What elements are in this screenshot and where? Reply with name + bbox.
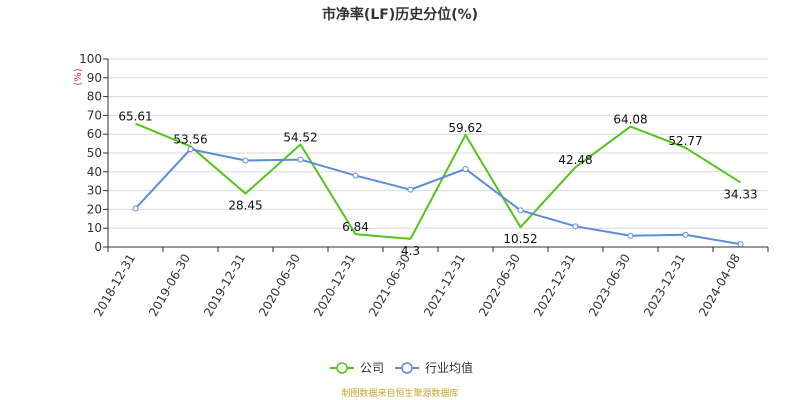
data-labels: 65.61 53.56 28.45 54.52 6.84 4.3 59.62 10.52 42.…: [118, 110, 757, 258]
series-point: [737, 241, 744, 248]
series-point: [682, 231, 689, 238]
x-tick-labels: 2018-12-31 2019-06-30 2019-12-31 2020-06-30…: [91, 252, 743, 319]
series-line-1: [134, 148, 741, 246]
data-label: 65.61: [118, 110, 152, 124]
legend-marker: [401, 362, 413, 374]
x-tick-label: 2021-12-31: [421, 252, 468, 319]
series-group: [132, 122, 744, 248]
legend-label: 公司: [360, 361, 384, 375]
x-tick-label: 2023-12-31: [641, 252, 688, 319]
legend-marker: [336, 362, 348, 374]
y-tick-label: 10: [87, 221, 102, 235]
data-label: 28.45: [228, 199, 262, 213]
x-tick-label: 2022-12-31: [531, 252, 578, 319]
y-tick-label: 50: [87, 146, 102, 160]
x-tick-label: 2019-12-31: [201, 252, 248, 319]
data-label: 6.84: [342, 220, 369, 234]
legend-item-0[interactable]: 公司: [330, 361, 384, 375]
axes: [103, 58, 769, 252]
x-tick-label: 2022-06-30: [476, 252, 523, 319]
series-point: [517, 207, 524, 214]
series-point: [187, 146, 194, 153]
data-label: 59.62: [448, 121, 482, 135]
x-tick-label: 2021-06-30: [366, 252, 413, 319]
y-tick-labels: 0 10 20 30 40 50 60 70 80 90 100: [79, 52, 102, 254]
data-label: 42.48: [558, 153, 592, 167]
grid-lines: [108, 58, 768, 229]
data-label: 64.08: [613, 113, 647, 127]
y-tick-label: 70: [87, 108, 102, 122]
y-tick-label: 80: [87, 90, 102, 104]
series-point: [297, 156, 304, 163]
x-tick-label: 2024-04-08: [696, 252, 743, 319]
data-label: 54.52: [283, 131, 317, 145]
data-label: 10.52: [503, 232, 537, 246]
series-point: [242, 157, 249, 164]
data-label: 52.77: [668, 134, 702, 148]
chart-title: 市净率(LF)历史分位(%): [322, 6, 478, 23]
series-point: [352, 172, 359, 179]
y-tick-label: 20: [87, 202, 102, 216]
series-point: [572, 223, 579, 230]
y-tick-label: 0: [94, 240, 102, 254]
series-point: [132, 205, 139, 212]
legend-item-1[interactable]: 行业均值: [395, 360, 473, 375]
x-tick-label: 2018-12-31: [91, 252, 138, 319]
x-tick-label: 2023-06-30: [586, 252, 633, 319]
x-tick-label: 2020-12-31: [311, 252, 358, 319]
x-tick-label: 2020-06-30: [256, 252, 303, 319]
y-tick-label: 30: [87, 184, 102, 198]
series-point: [462, 165, 469, 172]
series-point: [627, 232, 634, 239]
data-label: 34.33: [723, 187, 757, 201]
legend[interactable]: 公司 行业均值: [330, 360, 473, 375]
legend-label: 行业均值: [425, 360, 473, 375]
y-tick-label: 100: [79, 52, 102, 66]
series-line-0: [135, 122, 742, 240]
y-tick-label: 90: [87, 71, 102, 85]
y-tick-label: 40: [87, 165, 102, 179]
data-label: 4.3: [401, 244, 420, 258]
y-tick-label: 60: [87, 127, 102, 141]
series-point: [407, 186, 414, 193]
source-note: 制图数据来自恒生聚源数据库: [341, 387, 458, 399]
y-axis-unit: (%): [73, 68, 84, 85]
data-label: 53.56: [173, 132, 207, 146]
x-tick-label: 2019-06-30: [146, 252, 193, 319]
